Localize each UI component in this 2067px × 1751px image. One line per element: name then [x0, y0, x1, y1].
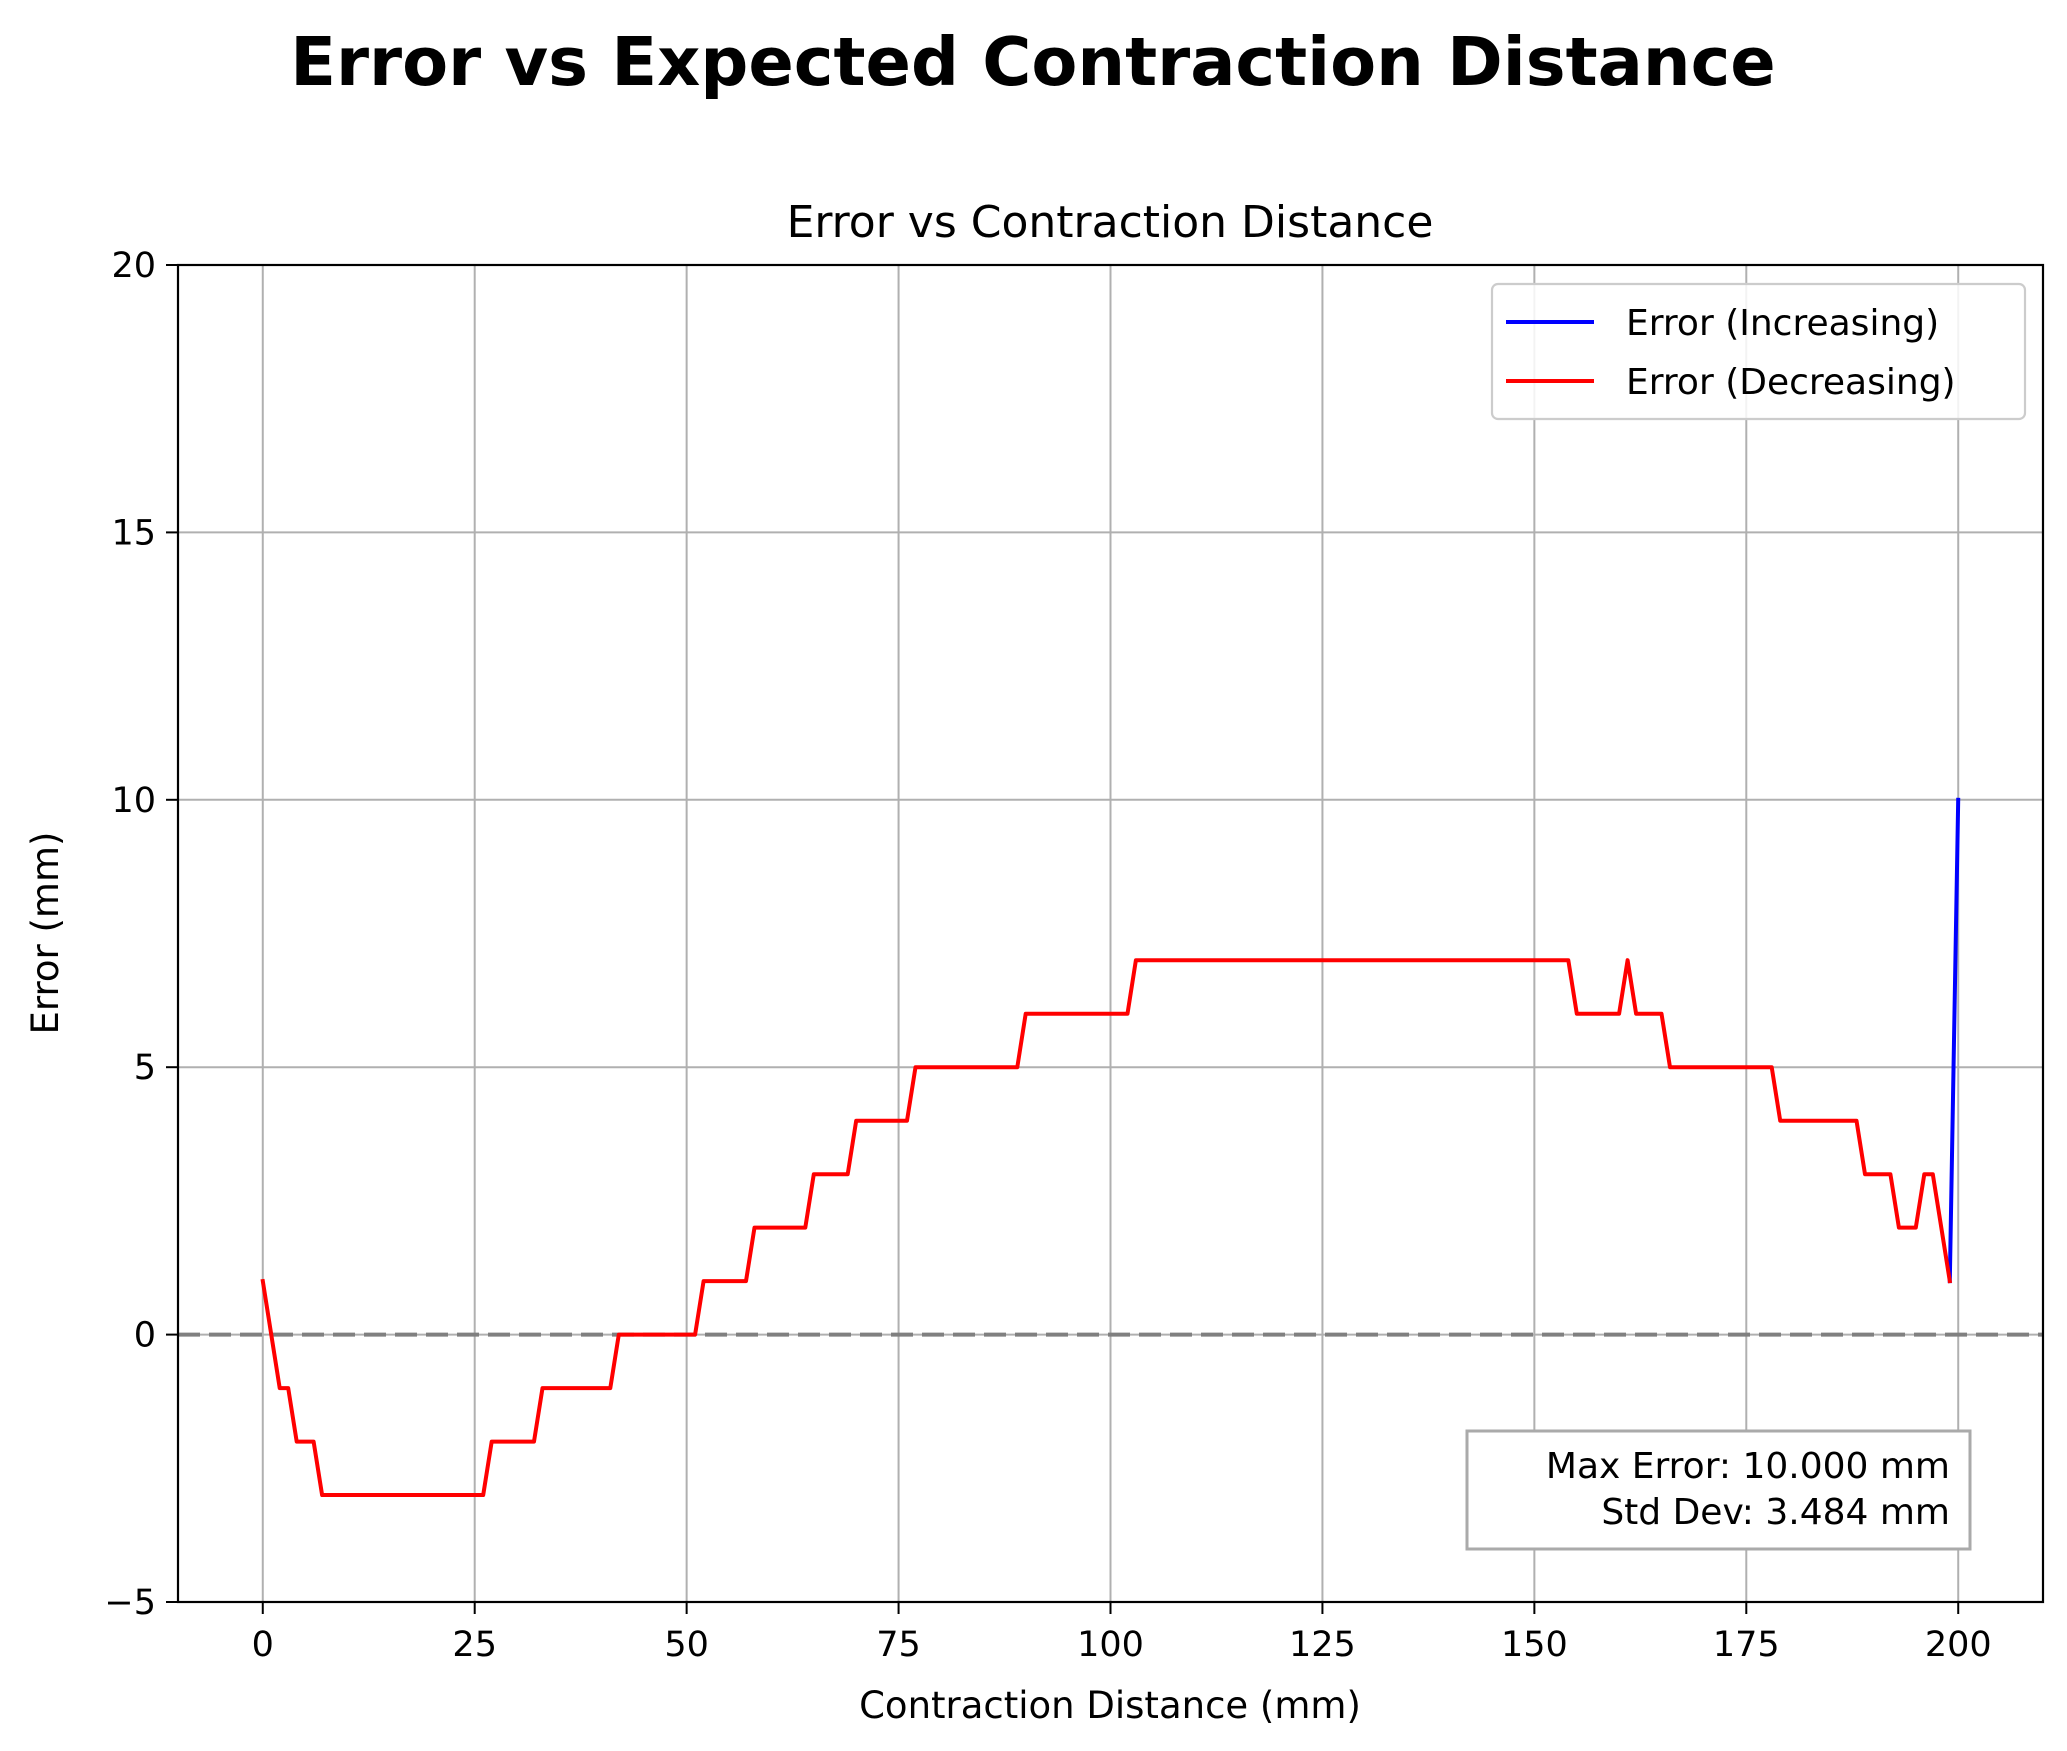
stats-box: Max Error: 10.000 mm Std Dev: 3.484 mm	[1465, 1429, 1972, 1551]
x-tick-label: 125	[1289, 1625, 1356, 1665]
series-line-decreasing	[260, 958, 1953, 1497]
x-tick-label: 75	[876, 1625, 921, 1665]
stats-std-dev: Std Dev: 3.484 mm	[1601, 1492, 1950, 1533]
y-tick-label: 10	[111, 781, 156, 821]
grid	[178, 264, 2043, 1603]
legend-label: Error (Decreasing)	[1626, 362, 1956, 403]
y-tick-label: 15	[111, 513, 156, 553]
y-tick-label: 5	[134, 1048, 156, 1088]
series-line-increasing	[1947, 797, 1961, 1284]
x-tick-label: 100	[1077, 1625, 1144, 1665]
figure-suptitle: Error vs Expected Contraction Distance	[290, 23, 1775, 101]
series-layer	[260, 797, 1961, 1497]
x-tick-label: 25	[452, 1625, 497, 1665]
y-tick-label: −5	[104, 1583, 156, 1623]
y-tick-label: 20	[111, 246, 156, 286]
x-tick-label: 0	[252, 1625, 274, 1665]
legend-label: Error (Increasing)	[1626, 303, 1939, 344]
legend: Error (Increasing) Error (Decreasing)	[1490, 282, 2027, 421]
x-tick-label: 50	[664, 1625, 709, 1665]
chart-title: Error vs Contraction Distance	[787, 197, 1434, 248]
x-tick-label: 200	[1925, 1625, 1992, 1665]
x-axis-label: Contraction Distance (mm)	[859, 1684, 1361, 1727]
y-tick-label: 0	[134, 1316, 156, 1356]
x-tick-label: 150	[1501, 1625, 1568, 1665]
legend-box	[1490, 282, 2027, 421]
stats-max-error: Max Error: 10.000 mm	[1546, 1446, 1950, 1487]
x-tick-label: 175	[1713, 1625, 1780, 1665]
stats-box-frame	[1465, 1429, 1972, 1551]
y-axis-label: Error (mm)	[24, 832, 67, 1035]
y-axis: −5 0 5 10 15 20	[104, 246, 178, 1623]
x-axis: 0 25 50 75 100 125 150 175 200	[252, 1602, 1992, 1665]
